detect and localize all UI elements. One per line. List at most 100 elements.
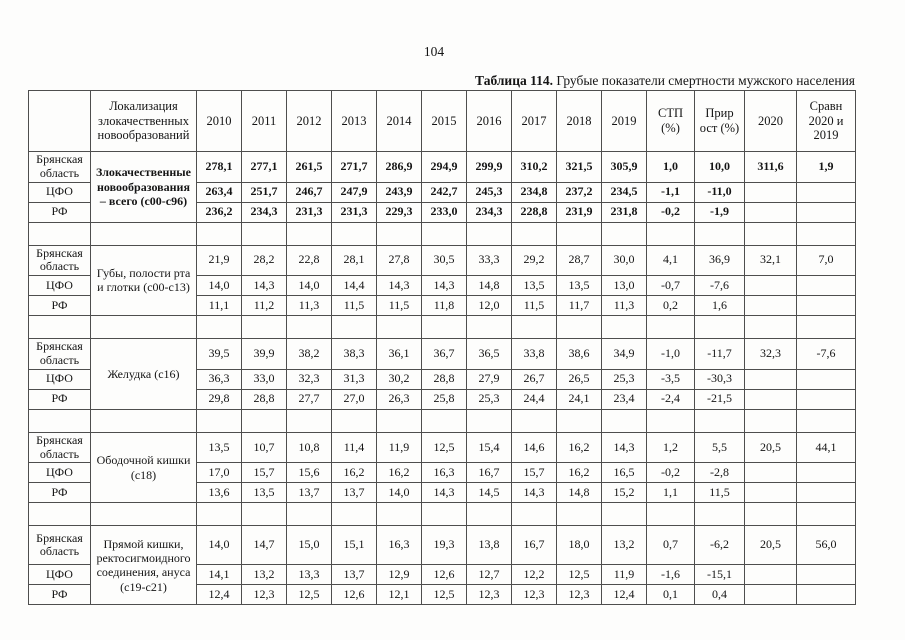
region-cell: Брянская область bbox=[28, 151, 91, 183]
value-cell: 36,3 bbox=[196, 368, 242, 390]
value-cell: 38,3 bbox=[331, 338, 377, 370]
table-row: Брянская область Губы, полости рта и глот… bbox=[28, 244, 856, 317]
localization-cell: Губы, полости рта и глотки (с00-с13) bbox=[90, 244, 197, 317]
value-cell: 34,9 bbox=[601, 338, 647, 370]
value-cell: 32,1 bbox=[744, 244, 797, 277]
value-cell: 14,3 bbox=[376, 275, 422, 297]
separator-cell bbox=[796, 408, 856, 433]
value-cell: 25,8 bbox=[421, 388, 467, 410]
value-cell: 15,1 bbox=[331, 525, 377, 566]
separator-cell bbox=[331, 221, 377, 246]
value-cell bbox=[796, 201, 856, 223]
separator-cell bbox=[601, 502, 647, 527]
header-localization: Локализация злокачественных новообразова… bbox=[90, 90, 197, 152]
value-cell: 27,9 bbox=[466, 368, 512, 390]
value-cell: 16,5 bbox=[601, 462, 647, 484]
separator-cell bbox=[421, 315, 467, 340]
separator-cell bbox=[466, 315, 512, 340]
value-cell: 5,5 bbox=[694, 431, 745, 464]
separator-cell bbox=[331, 502, 377, 527]
value-cell: 311,6 bbox=[744, 151, 797, 183]
value-cell: -2,4 bbox=[646, 388, 695, 410]
value-cell: 14,0 bbox=[286, 275, 332, 297]
value-cell: 23,4 bbox=[601, 388, 647, 410]
value-cell: -0,2 bbox=[646, 201, 695, 223]
value-cell bbox=[744, 368, 797, 390]
value-cell: 13,5 bbox=[241, 482, 287, 504]
value-cell: 234,3 bbox=[241, 201, 287, 223]
value-cell: 15,2 bbox=[601, 482, 647, 504]
region-cell: РФ bbox=[28, 295, 91, 317]
value-cell bbox=[796, 368, 856, 390]
value-cell: 21,9 bbox=[196, 244, 242, 277]
value-cell: -30,3 bbox=[694, 368, 745, 390]
value-cell: 15,7 bbox=[241, 462, 287, 484]
value-cell: 56,0 bbox=[796, 525, 856, 566]
header-year-2015: 2015 bbox=[421, 90, 467, 152]
separator-cell bbox=[376, 315, 422, 340]
value-cell: 32,3 bbox=[286, 368, 332, 390]
value-cell: 15,4 bbox=[466, 431, 512, 464]
value-cell: 12,3 bbox=[241, 584, 287, 606]
separator-cell bbox=[511, 502, 557, 527]
value-cell: 242,7 bbox=[421, 181, 467, 203]
separator-cell bbox=[196, 315, 242, 340]
value-cell: 29,2 bbox=[511, 244, 557, 277]
value-cell: -6,2 bbox=[694, 525, 745, 566]
header-growth: Прир ост (%) bbox=[694, 90, 745, 152]
localization-cell: Злокачественные новообразования – всего … bbox=[90, 151, 197, 223]
value-cell: 16,7 bbox=[466, 462, 512, 484]
value-cell: -0,2 bbox=[646, 462, 695, 484]
separator-cell bbox=[556, 502, 602, 527]
separator-cell bbox=[196, 408, 242, 433]
separator-row bbox=[28, 408, 856, 433]
value-cell: 11,3 bbox=[286, 295, 332, 317]
value-cell: -2,8 bbox=[694, 462, 745, 484]
table-row: РФ 13,6 13,5 13,7 13,7 14,0 14,3 14,5 14,3 14,8 15… bbox=[28, 482, 856, 504]
mortality-table: Локализация злокачественных новообразова… bbox=[28, 90, 856, 606]
value-cell: 12,4 bbox=[196, 584, 242, 606]
value-cell: 233,0 bbox=[421, 201, 467, 223]
value-cell: 11,5 bbox=[511, 295, 557, 317]
value-cell: 234,5 bbox=[601, 181, 647, 203]
region-cell: ЦФО bbox=[28, 564, 91, 586]
value-cell: 245,3 bbox=[466, 181, 512, 203]
value-cell: 12,7 bbox=[466, 564, 512, 586]
value-cell: 278,1 bbox=[196, 151, 242, 183]
separator-cell bbox=[241, 408, 287, 433]
region-cell: РФ bbox=[28, 482, 91, 504]
value-cell: -7,6 bbox=[796, 338, 856, 370]
localization-cell: Ободочной кишки (с18) bbox=[90, 431, 197, 504]
value-cell: 13,0 bbox=[601, 275, 647, 297]
table-body: Брянская область Злокачественные новообра… bbox=[28, 151, 856, 606]
separator-cell bbox=[241, 502, 287, 527]
value-cell: 36,5 bbox=[466, 338, 512, 370]
value-cell bbox=[796, 462, 856, 484]
value-cell: 11,9 bbox=[601, 564, 647, 586]
header-stp: СТП (%) bbox=[646, 90, 695, 152]
value-cell: 13,7 bbox=[331, 482, 377, 504]
value-cell: 12,6 bbox=[331, 584, 377, 606]
separator-cell bbox=[744, 408, 797, 433]
separator-cell bbox=[694, 221, 745, 246]
region-cell: Брянская область bbox=[28, 244, 91, 277]
separator-row bbox=[28, 502, 856, 527]
region-cell: ЦФО bbox=[28, 181, 91, 203]
separator-cell bbox=[511, 221, 557, 246]
value-cell bbox=[744, 295, 797, 317]
separator-cell bbox=[286, 502, 332, 527]
value-cell: 14,3 bbox=[511, 482, 557, 504]
value-cell: 19,3 bbox=[421, 525, 467, 566]
separator-cell bbox=[796, 221, 856, 246]
separator-cell bbox=[744, 221, 797, 246]
value-cell: 286,9 bbox=[376, 151, 422, 183]
value-cell bbox=[796, 564, 856, 586]
value-cell: 236,2 bbox=[196, 201, 242, 223]
table-title: Таблица 114. Грубые показатели смертност… bbox=[28, 73, 855, 89]
region-cell: Брянская область bbox=[28, 525, 91, 566]
value-cell: 11,5 bbox=[376, 295, 422, 317]
value-cell: 0,2 bbox=[646, 295, 695, 317]
table-row: ЦФО 14,1 13,2 13,3 13,7 12,9 12,6 12,7 12,2 12,5 1… bbox=[28, 564, 856, 586]
table-title-text: Грубые показатели смертности мужского на… bbox=[553, 73, 855, 88]
value-cell: -1,0 bbox=[646, 338, 695, 370]
